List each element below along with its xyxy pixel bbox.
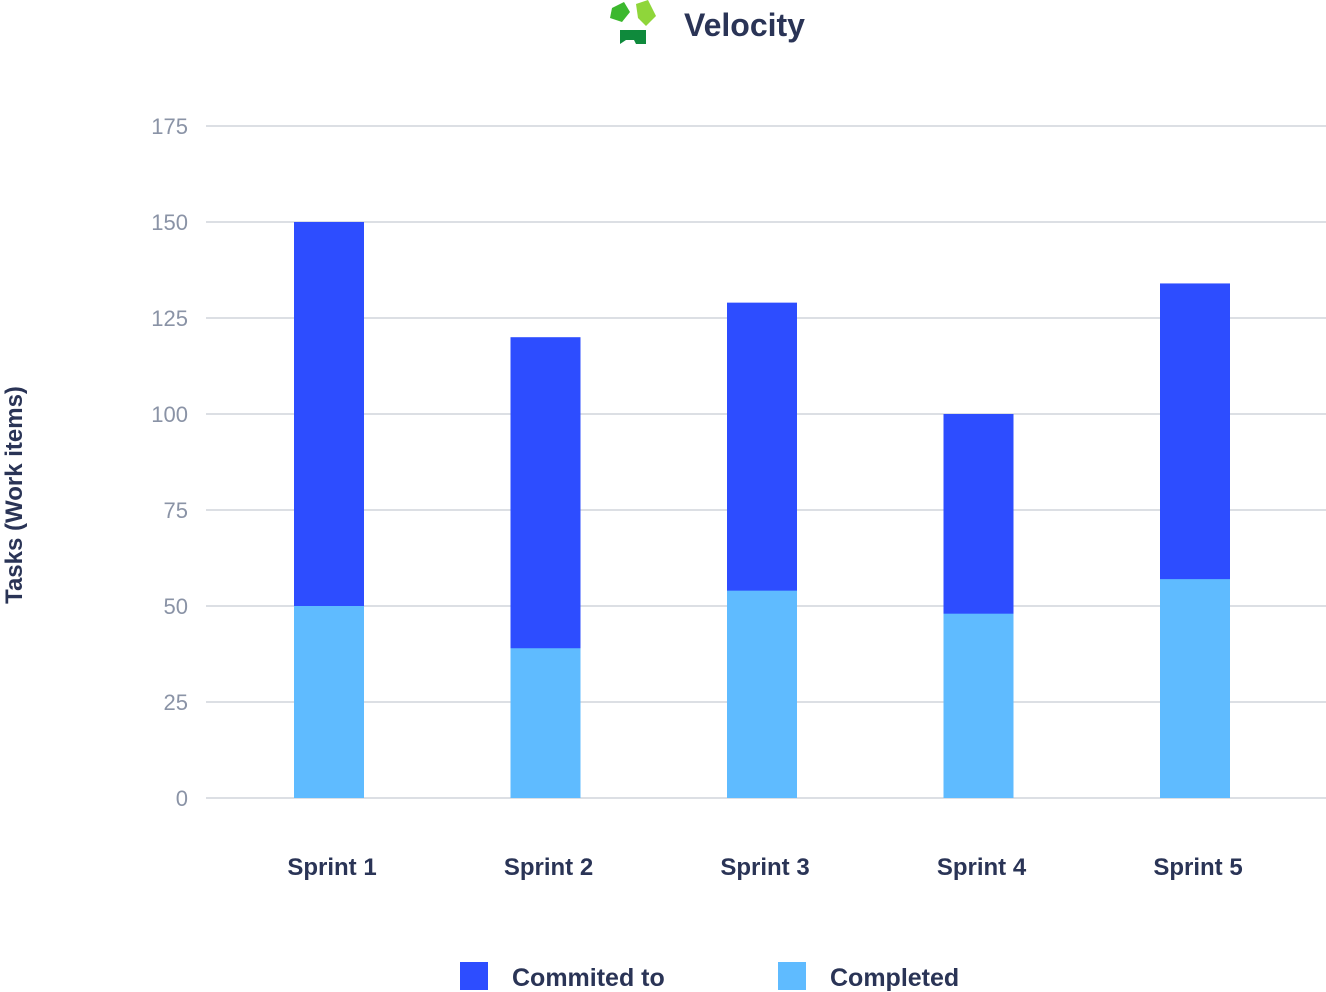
bar-completed	[727, 590, 797, 798]
y-axis-label: Tasks (Work items)	[1, 386, 28, 604]
legend-swatch	[778, 962, 806, 990]
bar-completed	[510, 648, 581, 798]
bar-completed	[1160, 579, 1230, 798]
chart-logo	[610, 0, 656, 44]
y-tick-label: 50	[164, 594, 188, 619]
y-tick-label: 0	[176, 786, 188, 811]
y-tick-label: 125	[151, 306, 188, 331]
legend-label: Commited to	[512, 964, 665, 992]
y-tick-label: 150	[151, 210, 188, 235]
y-tick-label: 175	[151, 114, 188, 139]
legend-swatch	[460, 962, 488, 990]
x-tick-label: Sprint 4	[937, 854, 1027, 881]
x-tick-label: Sprint 2	[504, 854, 593, 881]
x-tick-label: Sprint 1	[287, 854, 376, 881]
y-tick-label: 75	[164, 498, 188, 523]
x-tick-label: Sprint 3	[720, 854, 809, 881]
y-tick-label: 25	[164, 690, 188, 715]
bar-completed	[943, 613, 1014, 798]
y-tick-label: 100	[151, 402, 188, 427]
x-tick-label: Sprint 5	[1153, 854, 1242, 881]
legend-label: Completed	[830, 964, 959, 992]
bar-completed	[294, 606, 364, 798]
chart-title: Velocity	[684, 7, 805, 43]
